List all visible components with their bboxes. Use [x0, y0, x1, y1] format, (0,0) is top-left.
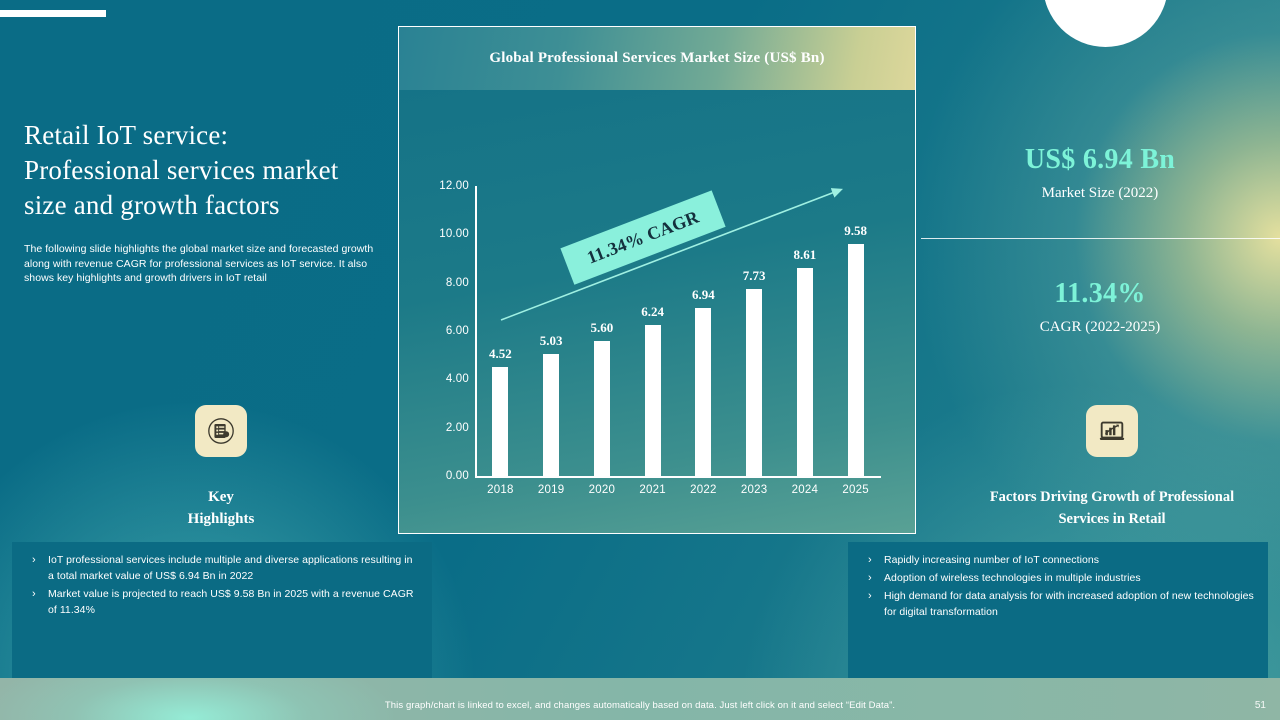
bar-slot: 7.73: [729, 186, 779, 476]
stat-cagr-value: 11.34%: [1054, 278, 1146, 309]
bar-slot: 9.58: [831, 186, 881, 476]
chart-bar[interactable]: [644, 325, 661, 476]
key-highlights-bullet-list: › IoT professional services include multi…: [26, 552, 418, 618]
bar-slot: 8.61: [780, 186, 830, 476]
page-subtitle: The following slide highlights the globa…: [24, 243, 374, 284]
footer-note: This graph/chart is linked to excel, and…: [384, 700, 896, 711]
stat-cagr: 11.34% CAGR (2022-2025): [930, 278, 1270, 336]
bar-value-label: 9.58: [844, 223, 867, 239]
key-highlights-icon-badge: [195, 405, 247, 457]
bar-value-label: 8.61: [793, 246, 817, 262]
chart-plot-area: 12.00 10.00 8.00 6.00 4.00 2.00 0.00 4.52 5.03 5…: [399, 90, 915, 533]
x-axis-tick-label: 2023: [740, 484, 768, 496]
stat-market-size-value: US$ 6.94 Bn: [1024, 144, 1176, 175]
growth-bar-chart-icon: [1099, 421, 1125, 440]
chart-bar[interactable]: [695, 308, 712, 476]
list-item-text: Market value is projected to reach US$ 9…: [48, 588, 414, 616]
stat-market-size-label: Market Size (2022): [1041, 185, 1159, 201]
page-title-line-2: Professional services market: [24, 155, 339, 185]
document-list-icon: [208, 418, 234, 444]
bar-slot: 4.52: [475, 186, 525, 476]
chevron-right-icon: ›: [868, 590, 872, 602]
key-highlights-heading-line-2: Highlights: [187, 511, 255, 527]
chevron-right-icon: ›: [32, 588, 36, 600]
x-axis-tick-label: 2021: [639, 484, 666, 496]
key-highlights-heading-line-1: Key: [208, 489, 234, 505]
list-item: › IoT professional services include multi…: [26, 552, 418, 584]
chart-bar[interactable]: [847, 244, 864, 476]
bar-value-label: 7.73: [742, 268, 766, 284]
chevron-right-icon: ›: [32, 554, 36, 566]
growth-factors-heading-line-1: Factors Driving Growth of Professional: [989, 489, 1235, 505]
y-axis-line: [475, 186, 477, 476]
x-axis-tick-label: 2025: [842, 484, 869, 496]
y-axis-tick-label: 6.00: [445, 325, 469, 337]
y-axis-tick-label: 0.00: [445, 470, 469, 482]
growth-factors-heading: Factors Driving Growth of Professional S…: [912, 486, 1280, 530]
bar-value-label: 5.60: [590, 319, 614, 335]
bar-slot: 5.60: [577, 186, 627, 476]
bar-value-label: 4.52: [489, 345, 512, 361]
y-axis-tick-label: 2.00: [445, 421, 469, 434]
bar-value-label: 6.94: [692, 287, 715, 303]
page-title-line-3: size and growth factors: [24, 190, 280, 220]
x-axis-tick-label: 2018: [487, 484, 514, 496]
chevron-right-icon: ›: [868, 554, 872, 566]
growth-factors-bullet-panel: › Rapidly increasing number of IoT connec…: [848, 542, 1268, 678]
y-axis-tick-label: 4.00: [445, 373, 469, 386]
chart-title: Global Professional Services Market Size…: [489, 50, 825, 66]
left-text-column: Retail IoT service: Professional service…: [24, 118, 389, 286]
chart-bar[interactable]: [492, 366, 509, 476]
chevron-right-icon: ›: [868, 572, 872, 584]
x-axis-line: [475, 476, 881, 478]
page-number: 51: [1254, 700, 1266, 711]
stat-divider-line: [921, 238, 1280, 239]
y-axis-tick-labels: 12.00 10.00 8.00 6.00 4.00 2.00 0.00: [407, 90, 469, 533]
list-item: › Adoption of wireless technologies in mu…: [862, 570, 1254, 586]
bar-value-label: 6.24: [641, 304, 664, 320]
list-item-text: IoT professional services include multip…: [48, 554, 413, 582]
list-item: › Market value is projected to reach US$ …: [26, 586, 418, 618]
y-axis-tick-label: 8.00: [445, 276, 469, 289]
chart-header: Global Professional Services Market Size…: [399, 27, 915, 90]
growth-factors-bullet-list: › Rapidly increasing number of IoT connec…: [862, 552, 1254, 620]
x-axis-tick-label: 2024: [791, 484, 819, 496]
list-item: › High demand for data analysis for with …: [862, 588, 1254, 620]
page-title-line-1: Retail IoT service:: [24, 120, 229, 150]
y-axis-tick-label: 12.00: [439, 180, 469, 192]
list-item: › Rapidly increasing number of IoT connec…: [862, 552, 1254, 568]
chart-bar[interactable]: [796, 267, 813, 476]
stat-cagr-label: CAGR (2022-2025): [1039, 319, 1161, 335]
x-axis-tick-label: 2019: [537, 484, 565, 496]
footer-band: [0, 678, 1280, 720]
bar-slot: 5.03: [526, 186, 576, 476]
y-axis-tick-label: 10.00: [439, 228, 469, 241]
page-title: Retail IoT service: Professional service…: [24, 118, 389, 223]
x-axis-tick-label: 2022: [690, 484, 717, 496]
stat-market-size: US$ 6.94 Bn Market Size (2022): [930, 144, 1270, 202]
list-item-text: High demand for data analysis for with i…: [884, 590, 1254, 618]
key-highlights-bullet-panel: › IoT professional services include multi…: [12, 542, 432, 678]
growth-factors-icon-badge: [1086, 405, 1138, 457]
chart-bar[interactable]: [746, 289, 763, 476]
bar-value-label: 5.03: [539, 333, 563, 349]
list-item-text: Rapidly increasing number of IoT connect…: [884, 554, 1100, 566]
top-left-accent-bar: [0, 10, 106, 17]
key-highlights-heading: Key Highlights: [121, 486, 321, 530]
chart-bar[interactable]: [593, 340, 610, 476]
x-axis-tick-label: 2020: [588, 484, 616, 496]
growth-factors-heading-line-2: Services in Retail: [1058, 511, 1166, 527]
chart-panel[interactable]: Global Professional Services Market Size…: [398, 26, 916, 534]
list-item-text: Adoption of wireless technologies in mul…: [884, 572, 1141, 584]
chart-bar[interactable]: [543, 354, 560, 476]
